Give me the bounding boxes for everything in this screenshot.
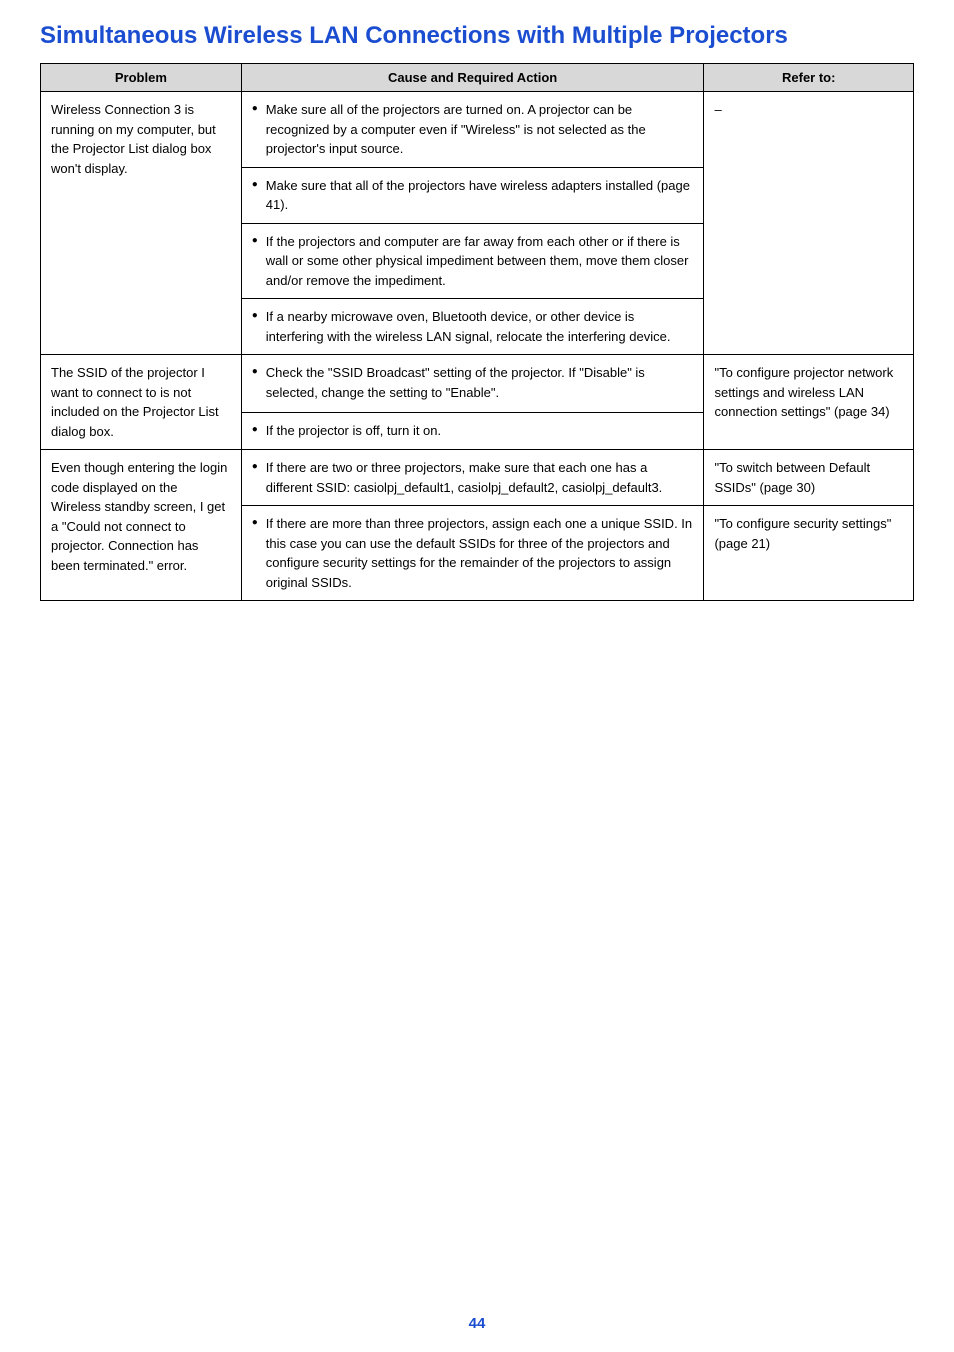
refer-cell: "To configure security settings" (page 2… [704,506,914,601]
cause-cell: If the projector is off, turn it on. [241,412,704,450]
cause-item: Make sure that all of the projectors hav… [252,176,694,215]
cause-item: If there are more than three projectors,… [252,514,694,592]
problem-cell: The SSID of the projector I want to conn… [41,355,242,450]
cause-cell: If there are two or three projectors, ma… [241,450,704,506]
refer-cell: "To configure projector network settings… [704,355,914,450]
header-problem: Problem [41,64,242,92]
cause-item: If the projectors and computer are far a… [252,232,694,291]
cause-cell: If a nearby microwave oven, Bluetooth de… [241,299,704,355]
table-row: Wireless Connection 3 is running on my c… [41,92,914,168]
refer-cell: "To switch between Default SSIDs" (page … [704,450,914,506]
cause-cell: If there are more than three projectors,… [241,506,704,601]
cause-item: Make sure all of the projectors are turn… [252,100,694,159]
cause-item: If a nearby microwave oven, Bluetooth de… [252,307,694,346]
cause-item: If there are two or three projectors, ma… [252,458,694,497]
problem-cell: Wireless Connection 3 is running on my c… [41,92,242,355]
header-refer: Refer to: [704,64,914,92]
cause-item: If the projector is off, turn it on. [252,421,694,441]
cause-cell: Make sure all of the projectors are turn… [241,92,704,168]
header-cause: Cause and Required Action [241,64,704,92]
troubleshooting-table: Problem Cause and Required Action Refer … [40,63,914,601]
cause-cell: If the projectors and computer are far a… [241,223,704,299]
table-row: Even though entering the login code disp… [41,450,914,506]
refer-cell: – [704,92,914,355]
problem-cell: Even though entering the login code disp… [41,450,242,601]
page-number: 44 [0,1315,954,1332]
table-header-row: Problem Cause and Required Action Refer … [41,64,914,92]
cause-cell: Check the "SSID Broadcast" setting of th… [241,355,704,413]
cause-cell: Make sure that all of the projectors hav… [241,167,704,223]
table-row: The SSID of the projector I want to conn… [41,355,914,413]
cause-item: Check the "SSID Broadcast" setting of th… [252,363,694,402]
section-title: Simultaneous Wireless LAN Connections wi… [40,20,914,51]
